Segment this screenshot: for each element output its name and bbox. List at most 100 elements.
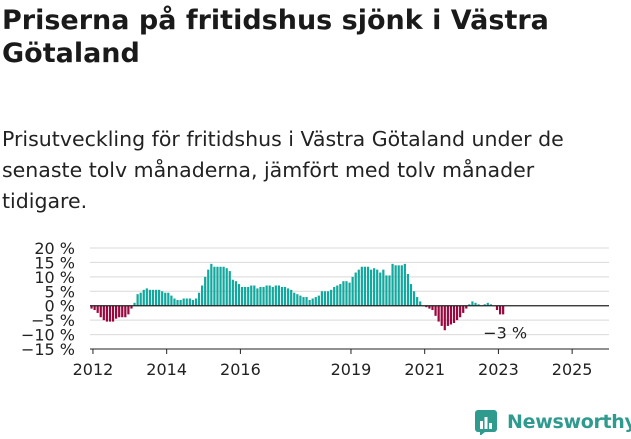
bar (446, 305, 449, 326)
bar (170, 295, 173, 306)
bar (277, 285, 281, 306)
bar (428, 305, 431, 309)
bar (250, 285, 253, 306)
bar (228, 271, 231, 306)
bar (489, 304, 492, 306)
x-tick-label: 2019 (331, 360, 372, 379)
bar (265, 285, 268, 306)
bar (121, 305, 124, 318)
bar (465, 305, 468, 309)
brand-logo: Newsworthy (474, 409, 631, 435)
bar (182, 298, 185, 306)
price-change-chart: 20 %15 %10 %5 %0 %−5 %−10 %−15 %2012 2014… (21, 239, 609, 379)
bar (111, 305, 115, 322)
bar (185, 298, 188, 306)
page-title: Priserna på fritidshus sjönk i Västra Gö… (2, 5, 549, 69)
bar (262, 286, 265, 306)
bar (268, 285, 271, 306)
bar (483, 304, 486, 306)
bar (148, 289, 151, 306)
bar (342, 281, 345, 306)
bar (388, 275, 391, 306)
bar (440, 305, 443, 326)
bar (210, 263, 213, 306)
bar (133, 302, 136, 306)
page-subtitle: Prisutveckling för fritidshus i Västra G… (2, 127, 564, 213)
bar (271, 286, 274, 306)
bar (382, 269, 385, 306)
bar (274, 285, 277, 306)
bar (339, 284, 342, 306)
bar (222, 266, 225, 306)
bar (256, 288, 259, 306)
bar (176, 299, 179, 306)
bar (348, 282, 351, 306)
bar (459, 305, 462, 318)
bar (345, 281, 348, 306)
bar (99, 305, 102, 318)
bar (486, 302, 489, 306)
bar (154, 289, 158, 306)
bar (425, 305, 428, 308)
bar (376, 269, 379, 306)
bar (158, 289, 161, 306)
bar (455, 305, 459, 321)
bar (201, 285, 204, 306)
bar (296, 294, 299, 306)
bar (443, 305, 446, 331)
bar (130, 305, 133, 309)
bar (369, 269, 373, 306)
x-tick-label: 2025 (552, 360, 593, 379)
bar (290, 289, 293, 306)
bar (118, 305, 121, 318)
bar (247, 286, 250, 306)
bar (139, 292, 142, 306)
bar (90, 305, 93, 309)
bar (385, 275, 388, 306)
x-tick-label: 2023 (478, 360, 519, 379)
bar (287, 288, 290, 306)
bar (219, 266, 222, 306)
bar (136, 294, 139, 306)
x-tick-label: 2012 (73, 360, 114, 379)
bar (317, 295, 320, 306)
bar (471, 301, 474, 306)
bar (502, 305, 505, 315)
bar (409, 284, 413, 306)
bar (102, 305, 105, 321)
bar (437, 305, 440, 322)
bar (474, 302, 477, 306)
bar (197, 292, 201, 306)
y-tick-label: −10 % (21, 326, 75, 345)
bar (495, 305, 499, 311)
bar (412, 291, 416, 306)
x-tick-label: 2021 (404, 360, 445, 379)
bar (237, 284, 241, 306)
axes (90, 305, 609, 354)
bar (434, 305, 437, 316)
bar (161, 291, 164, 306)
bar (406, 273, 410, 306)
bar (394, 265, 397, 306)
y-tick-label: 0 % (45, 297, 75, 316)
bar (333, 286, 336, 306)
bar (213, 266, 216, 306)
bar (231, 279, 234, 306)
bar (403, 263, 406, 306)
bar (391, 263, 394, 306)
bar (240, 286, 244, 306)
bar (191, 299, 195, 306)
bar (449, 305, 453, 325)
last-value-label: −3 % (483, 323, 527, 342)
bar (167, 292, 170, 306)
y-tick-label: −5 % (31, 311, 75, 330)
bar (462, 305, 465, 313)
bar (188, 298, 191, 306)
bar (225, 268, 228, 306)
y-tick-label: −15 % (21, 340, 75, 359)
bar (311, 298, 314, 306)
y-tick-label: 15 % (34, 253, 75, 272)
bar (293, 292, 296, 306)
bar (253, 285, 256, 306)
bar (283, 286, 287, 306)
